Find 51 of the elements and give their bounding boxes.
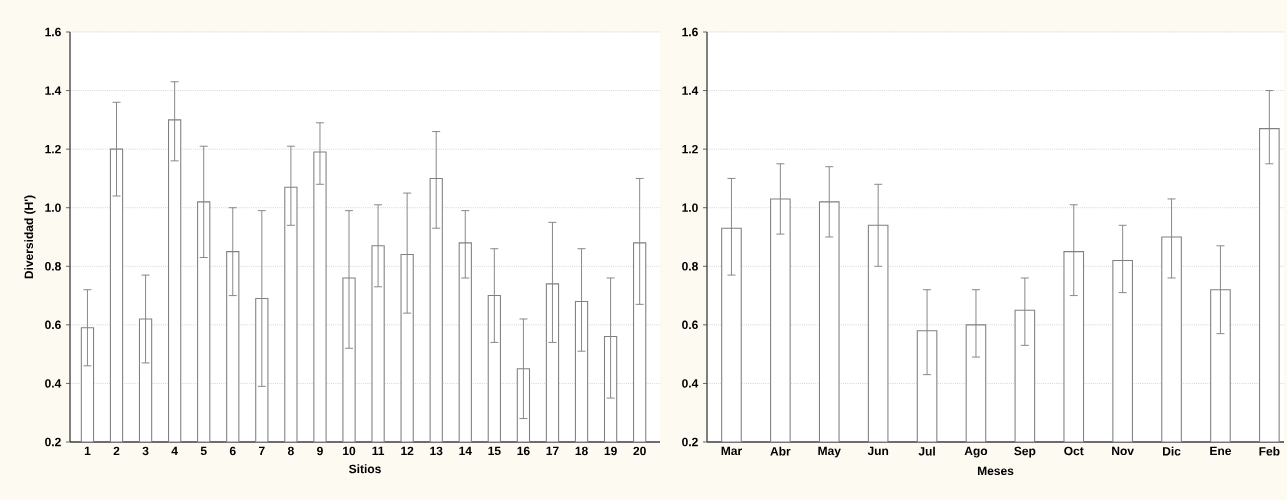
y-tick-label: 1.0 <box>682 203 698 212</box>
x-tick-label: Jul <box>918 446 935 456</box>
y-tick-label: 1.6 <box>45 27 61 37</box>
y-tick-label: 1.2 <box>45 144 61 154</box>
x-tick-label: 9 <box>317 446 323 456</box>
x-tick-label: May <box>818 446 841 458</box>
y-tick-label: 0.2 <box>682 437 698 447</box>
x-tick-label: 4 <box>171 446 178 455</box>
x-tick-label: Oct <box>1064 446 1084 456</box>
x-tick-label: 15 <box>488 446 501 456</box>
x-tick-label: 11 <box>372 446 385 455</box>
y-tick-label: 0.4 <box>45 379 62 388</box>
x-tick-label: 10 <box>343 446 356 456</box>
x-tick-label: Nov <box>1112 446 1134 456</box>
x-tick-label: Mar <box>721 446 742 456</box>
y-axis-title: Diversidad (H') <box>24 195 36 279</box>
x-tick-label: 12 <box>401 446 414 456</box>
x-tick-label: 3 <box>142 446 149 456</box>
x-tick-label: 2 <box>113 446 120 456</box>
x-tick-label: Feb <box>1259 446 1280 456</box>
x-tick-label: Jun <box>867 446 889 456</box>
y-tick-label: 1.4 <box>682 86 699 95</box>
y-tick-label: 1.2 <box>682 144 698 154</box>
y-tick-label: 0.6 <box>45 320 61 330</box>
x-tick-label: 20 <box>633 446 646 456</box>
x-tick-label: 13 <box>430 446 443 456</box>
x-tick-label: 1 <box>84 446 91 455</box>
x-tick-label: Abr <box>770 446 791 456</box>
x-tick-label: 5 <box>200 446 207 456</box>
x-tick-label: 7 <box>259 446 265 455</box>
x-tick-label: 16 <box>517 446 530 456</box>
y-tick-label: 1.4 <box>45 86 62 95</box>
x-tick-label: Ago <box>964 446 988 458</box>
y-tick-label: 0.8 <box>682 262 698 271</box>
y-tick-label: 1.6 <box>682 27 698 37</box>
x-tick-label: 6 <box>229 446 236 456</box>
x-tick-label: Dic <box>1163 446 1181 456</box>
x-tick-label: Sep <box>1014 446 1036 458</box>
y-tick-label: 1.0 <box>45 203 61 212</box>
x-tick-label: 8 <box>287 446 294 456</box>
x-axis-title: Meses <box>977 466 1014 476</box>
y-tick-label: 0.8 <box>45 262 61 271</box>
x-axis-title: Sitios <box>349 464 381 474</box>
x-tick-label: 14 <box>459 446 472 455</box>
x-tick-label: Ene <box>1210 446 1232 456</box>
y-tick-label: 0.6 <box>682 320 698 330</box>
x-tick-label: 19 <box>604 446 617 456</box>
x-tick-label: 17 <box>546 446 559 455</box>
y-tick-label: 0.4 <box>682 379 699 388</box>
y-tick-label: 0.2 <box>45 437 61 447</box>
x-tick-label: 18 <box>575 446 588 456</box>
